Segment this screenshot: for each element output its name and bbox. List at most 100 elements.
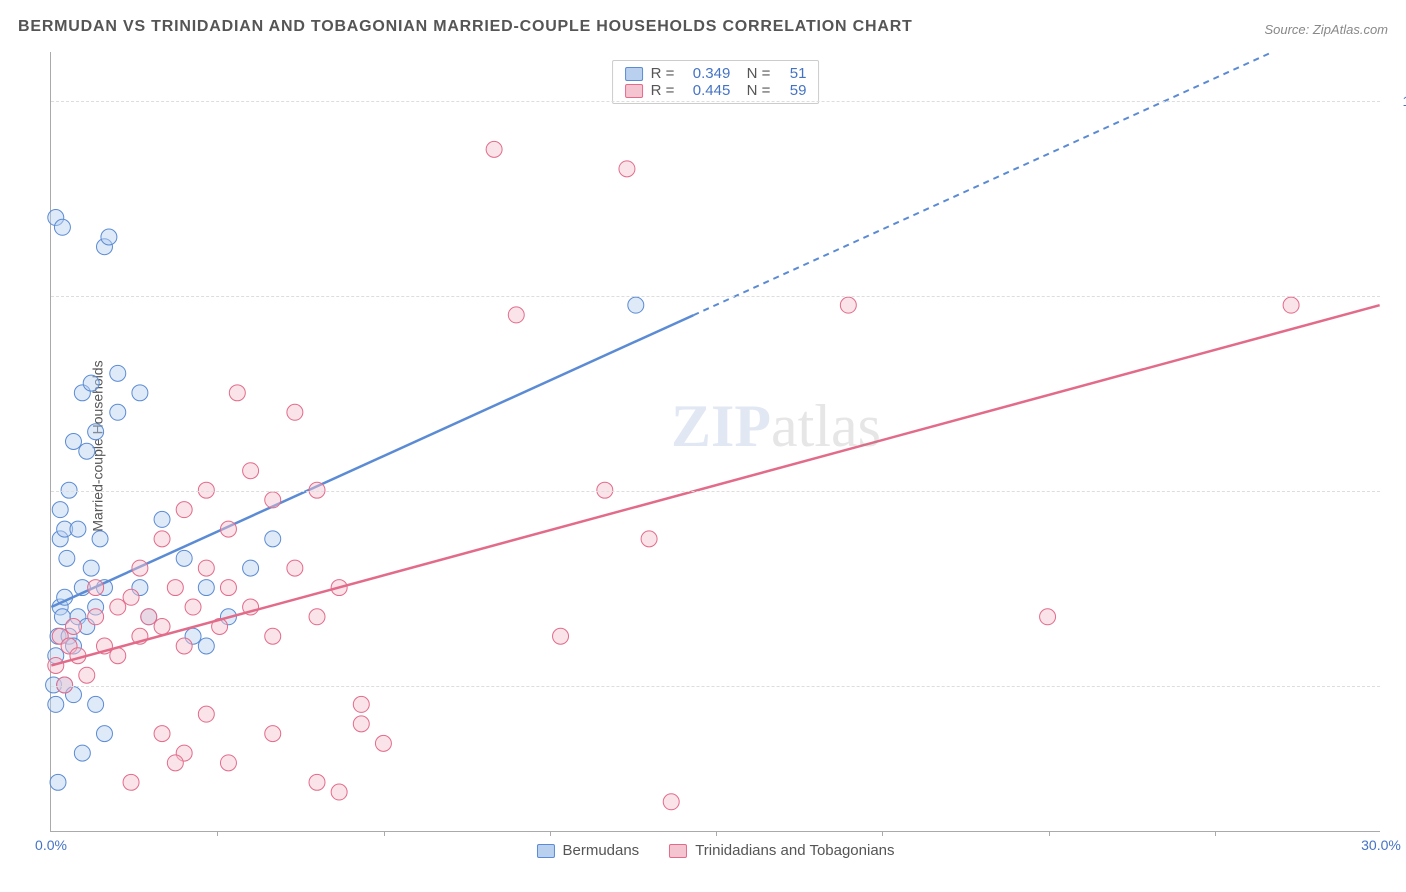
legend-n-value: 59 xyxy=(778,82,806,99)
chart-title: BERMUDAN VS TRINIDADIAN AND TOBAGONIAN M… xyxy=(18,18,913,36)
legend-n-label: N = xyxy=(738,65,770,82)
scatter-point xyxy=(79,667,95,683)
scatter-point xyxy=(619,161,635,177)
scatter-point xyxy=(154,619,170,635)
ytick-label: 60.0% xyxy=(1390,483,1406,499)
scatter-point xyxy=(309,774,325,790)
scatter-point xyxy=(287,404,303,420)
scatter-point xyxy=(141,609,157,625)
scatter-point xyxy=(154,531,170,547)
legend-n-value: 51 xyxy=(778,65,806,82)
scatter-point xyxy=(265,726,281,742)
scatter-point xyxy=(88,696,104,712)
legend-r-value: 0.349 xyxy=(682,65,730,82)
ytick-label: 100.0% xyxy=(1390,93,1406,109)
scatter-point xyxy=(198,560,214,576)
legend-r-label: R = xyxy=(651,65,675,82)
gridline xyxy=(51,686,1380,687)
legend-label: Bermudans xyxy=(562,842,639,859)
ytick-label: 40.0% xyxy=(1390,678,1406,694)
trend-line xyxy=(51,315,693,607)
xtick-mark xyxy=(716,831,717,836)
scatter-point xyxy=(50,774,66,790)
gridline xyxy=(51,491,1380,492)
legend-swatch xyxy=(625,67,643,81)
scatter-point xyxy=(641,531,657,547)
scatter-point xyxy=(167,755,183,771)
xtick-mark xyxy=(384,831,385,836)
scatter-point xyxy=(110,599,126,615)
legend-r-label: R = xyxy=(651,82,675,99)
series-legend: Bermudans Trinidadians and Tobagonians xyxy=(536,842,894,859)
scatter-point xyxy=(176,550,192,566)
xtick-mark xyxy=(217,831,218,836)
scatter-point xyxy=(220,755,236,771)
scatter-point xyxy=(185,599,201,615)
scatter-point xyxy=(88,580,104,596)
scatter-point xyxy=(287,560,303,576)
scatter-point xyxy=(176,502,192,518)
scatter-point xyxy=(154,511,170,527)
scatter-point xyxy=(88,424,104,440)
scatter-point xyxy=(88,609,104,625)
gridline xyxy=(51,296,1380,297)
trend-line xyxy=(51,305,1379,665)
scatter-point xyxy=(840,297,856,313)
scatter-point xyxy=(132,385,148,401)
xtick-mark xyxy=(1049,831,1050,836)
scatter-point xyxy=(66,434,82,450)
scatter-point xyxy=(220,521,236,537)
scatter-point xyxy=(628,297,644,313)
ytick-label: 80.0% xyxy=(1390,288,1406,304)
legend-item: Trinidadians and Tobagonians xyxy=(669,842,894,859)
scatter-point xyxy=(83,560,99,576)
scatter-point xyxy=(101,229,117,245)
scatter-point xyxy=(198,580,214,596)
scatter-point xyxy=(1040,609,1056,625)
scatter-point xyxy=(92,531,108,547)
source-attribution: Source: ZipAtlas.com xyxy=(1264,22,1388,37)
scatter-point xyxy=(375,735,391,751)
scatter-point xyxy=(167,580,183,596)
scatter-point xyxy=(96,726,112,742)
legend-label: Trinidadians and Tobagonians xyxy=(695,842,894,859)
xtick-mark xyxy=(550,831,551,836)
scatter-point xyxy=(265,531,281,547)
scatter-point xyxy=(331,784,347,800)
scatter-point xyxy=(198,638,214,654)
scatter-point xyxy=(54,219,70,235)
xtick-mark xyxy=(1215,831,1216,836)
legend-swatch xyxy=(625,84,643,98)
scatter-point xyxy=(123,589,139,605)
correlation-legend: R = 0.349 N = 51R = 0.445 N = 59 xyxy=(612,60,820,104)
scatter-point xyxy=(198,706,214,722)
xtick-label: 30.0% xyxy=(1361,837,1401,853)
legend-swatch xyxy=(536,844,554,858)
scatter-point xyxy=(353,696,369,712)
scatter-point xyxy=(229,385,245,401)
scatter-point xyxy=(123,774,139,790)
scatter-point xyxy=(553,628,569,644)
scatter-point xyxy=(110,365,126,381)
scatter-point xyxy=(74,745,90,761)
scatter-point xyxy=(243,560,259,576)
xtick-mark xyxy=(882,831,883,836)
scatter-point xyxy=(508,307,524,323)
legend-row: R = 0.349 N = 51 xyxy=(625,65,807,82)
plot-svg xyxy=(51,52,1380,831)
legend-r-value: 0.445 xyxy=(682,82,730,99)
gridline xyxy=(51,101,1380,102)
scatter-point xyxy=(83,375,99,391)
scatter-point xyxy=(265,628,281,644)
legend-row: R =0.445 N =59 xyxy=(625,82,807,99)
scatter-point xyxy=(663,794,679,810)
scatter-point xyxy=(70,521,86,537)
scatter-point xyxy=(220,580,236,596)
scatter-point xyxy=(59,550,75,566)
xtick-label: 0.0% xyxy=(35,837,67,853)
scatter-point xyxy=(176,638,192,654)
legend-item: Bermudans xyxy=(536,842,639,859)
scatter-point xyxy=(309,609,325,625)
scatter-point xyxy=(66,619,82,635)
scatter-point xyxy=(353,716,369,732)
